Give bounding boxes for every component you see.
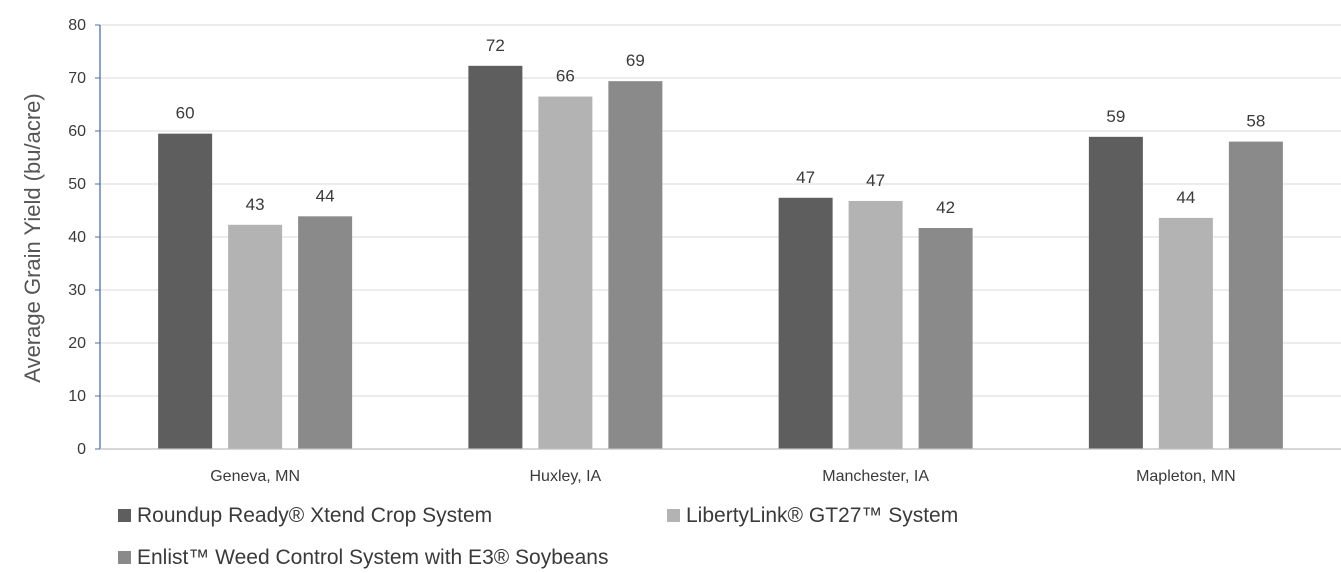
bars: 60 43 44 72 66 69 47 47 42 59 44 58: [158, 36, 1283, 450]
bar: [608, 81, 663, 450]
bar: [158, 133, 213, 449]
data-label: 72: [486, 36, 505, 55]
data-label: 59: [1106, 107, 1125, 126]
y-tick-label: 60: [68, 123, 86, 140]
data-label: 69: [626, 51, 645, 70]
x-axis: Geneva, MN Huxley, IA Manchester, IA Maplet…: [100, 448, 1341, 485]
legend-item: Enlist™ Weed Control System with E3® Soy…: [118, 546, 608, 569]
data-label: 58: [1246, 112, 1265, 131]
y-tick-label: 0: [77, 441, 86, 458]
data-label: 66: [556, 67, 575, 86]
legend-label: Enlist™ Weed Control System with E3® Soy…: [137, 546, 608, 569]
legend: Roundup Ready® Xtend Crop System LibertyL…: [118, 504, 958, 569]
legend-swatch: [667, 509, 680, 522]
bar: [1228, 141, 1283, 449]
data-label: 44: [316, 186, 335, 205]
legend-label: LibertyLink® GT27™ System: [686, 504, 958, 527]
legend-swatch: [118, 551, 131, 564]
bar: [228, 224, 283, 449]
y-tick-label: 10: [68, 388, 86, 405]
gridlines: [100, 24, 1341, 397]
y-tick-label: 40: [68, 229, 86, 246]
bar: [1158, 217, 1213, 449]
data-label: 47: [866, 171, 885, 190]
bar: [298, 216, 353, 449]
bar: [848, 200, 903, 449]
y-tick-label: 20: [68, 335, 86, 352]
legend-swatch: [118, 509, 131, 522]
x-tick-label: Geneva, MN: [210, 468, 300, 485]
y-axis: 0 10 20 30 40 50 60 70 80: [68, 17, 101, 458]
data-label: 60: [176, 104, 195, 123]
data-label: 43: [246, 195, 265, 214]
bar: [1088, 136, 1143, 449]
legend-label: Roundup Ready® Xtend Crop System: [137, 504, 492, 527]
y-tick-label: 70: [68, 70, 86, 87]
data-label: 44: [1176, 188, 1195, 207]
y-axis-label: Average Grain Yield (bu/acre): [20, 93, 45, 382]
y-tick-label: 30: [68, 282, 86, 299]
x-tick-label: Manchester, IA: [822, 468, 929, 485]
x-tick-label: Huxley, IA: [530, 468, 602, 485]
bar: [538, 96, 593, 450]
data-label: 42: [936, 198, 955, 217]
bar: [468, 65, 523, 449]
x-tick-label: Mapleton, MN: [1136, 468, 1236, 485]
legend-item: LibertyLink® GT27™ System: [667, 504, 958, 527]
y-tick-label: 50: [68, 176, 86, 193]
legend-item: Roundup Ready® Xtend Crop System: [118, 504, 492, 527]
bar: [778, 197, 833, 449]
data-label: 47: [796, 168, 815, 187]
bar: [918, 227, 973, 449]
y-tick-label: 80: [68, 17, 86, 34]
